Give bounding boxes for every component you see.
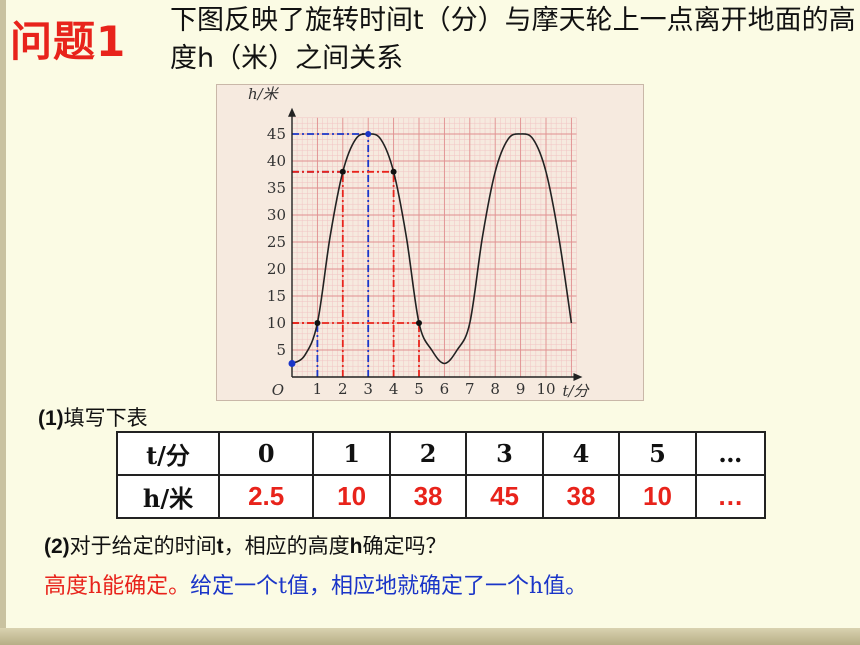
answer-part-2: 给定一个t值，相应地就确定了一个h值。 bbox=[190, 574, 588, 599]
x-axis-arrow bbox=[573, 373, 583, 381]
origin-label: O bbox=[272, 381, 284, 399]
answer-part-1: 高度h能确定。 bbox=[44, 574, 191, 599]
x-tick-label: 10 bbox=[536, 380, 555, 398]
y-tick-label: 25 bbox=[267, 233, 286, 251]
y-tick-label: 5 bbox=[276, 341, 286, 359]
x-tick-label: 8 bbox=[490, 380, 500, 398]
table-cell-h: 10 bbox=[618, 474, 697, 519]
answer-text: 高度h能确定。给定一个t值，相应地就确定了一个h值。 bbox=[44, 568, 587, 600]
y-tick-label: 45 bbox=[267, 125, 286, 143]
grid-major bbox=[291, 117, 577, 378]
grid-minor bbox=[291, 117, 577, 378]
x-axis-label: t/分 bbox=[562, 382, 590, 400]
marked-points bbox=[288, 131, 422, 367]
guide-lines bbox=[292, 133, 420, 377]
table-cell-t: 0 bbox=[217, 431, 315, 476]
table-cell-h: … bbox=[694, 474, 767, 519]
task-2-text-c: 确定吗？ bbox=[362, 534, 447, 558]
y-tick-label: 15 bbox=[267, 287, 286, 305]
data-point bbox=[288, 360, 296, 367]
data-point bbox=[314, 320, 321, 326]
x-tick-label: 1 bbox=[313, 380, 323, 398]
y-tick-label: 40 bbox=[267, 152, 286, 170]
table-cell-t: … bbox=[694, 431, 767, 476]
table-cell-t: 5 bbox=[618, 431, 697, 476]
table-cell-h: 45 bbox=[465, 474, 544, 519]
task-1-text: 填写下表 bbox=[63, 406, 148, 430]
x-tick-label: 7 bbox=[465, 380, 475, 398]
problem-statement: 下图反映了旋转时间t（分）与摩天轮上一点离开地面的高度h（米）之间关系 bbox=[170, 5, 856, 74]
task-2: (2)对于给定的时间t，相应的高度h确定吗？ bbox=[44, 530, 447, 560]
x-tick-label: 2 bbox=[338, 380, 348, 398]
y-tick-label: 20 bbox=[267, 260, 286, 278]
data-point bbox=[365, 131, 372, 137]
task-2-var-t: t bbox=[216, 535, 224, 558]
x-tick-label: 3 bbox=[363, 380, 373, 398]
y-axis-arrow bbox=[288, 107, 296, 117]
y-axis-label: h/米 bbox=[248, 85, 280, 103]
task-1-number: (1) bbox=[38, 407, 64, 430]
table-head-t: t/分 bbox=[116, 431, 220, 476]
x-tick-label: 4 bbox=[389, 380, 399, 398]
x-tick-label: 6 bbox=[440, 380, 450, 398]
table-row-h: h/米 2.5 10 38 45 38 10 … bbox=[116, 474, 767, 519]
y-tick-label: 30 bbox=[267, 206, 286, 224]
task-1: (1)填写下表 bbox=[38, 402, 148, 432]
table-cell-h: 38 bbox=[388, 474, 468, 519]
task-2-var-h: h bbox=[349, 535, 363, 558]
task-2-text-b: ，相应的高度 bbox=[223, 534, 350, 558]
axes bbox=[288, 107, 583, 381]
table-cell-h: 10 bbox=[312, 474, 391, 519]
table-cell-h: 2.5 bbox=[217, 474, 315, 519]
data-point bbox=[390, 168, 397, 175]
x-tick-label: 9 bbox=[516, 380, 526, 398]
slide-bottom-bar bbox=[0, 628, 860, 645]
table-cell-h: 38 bbox=[541, 474, 621, 519]
data-point bbox=[416, 320, 422, 326]
task-2-number: (2) bbox=[44, 535, 70, 558]
problem-tag: 问题1 bbox=[10, 17, 127, 66]
table-cell-t: 2 bbox=[388, 431, 468, 476]
task-2-text-a: 对于给定的时间 bbox=[69, 534, 217, 558]
height-curve bbox=[291, 133, 573, 365]
data-point bbox=[339, 168, 346, 175]
values-table: t/分 0 1 2 3 4 5 … h/米 2.5 10 38 45 38 10… bbox=[116, 431, 767, 519]
y-tick-label: 35 bbox=[267, 179, 286, 197]
table-head-h: h/米 bbox=[116, 474, 220, 519]
x-tick-label: 5 bbox=[414, 380, 424, 398]
table-row-t: t/分 0 1 2 3 4 5 … bbox=[116, 431, 767, 476]
y-tick-label: 10 bbox=[267, 314, 286, 332]
table-cell-t: 1 bbox=[312, 431, 391, 476]
table-cell-t: 4 bbox=[541, 431, 621, 476]
table-cell-t: 3 bbox=[465, 431, 544, 476]
slide-left-bar bbox=[0, 0, 6, 645]
